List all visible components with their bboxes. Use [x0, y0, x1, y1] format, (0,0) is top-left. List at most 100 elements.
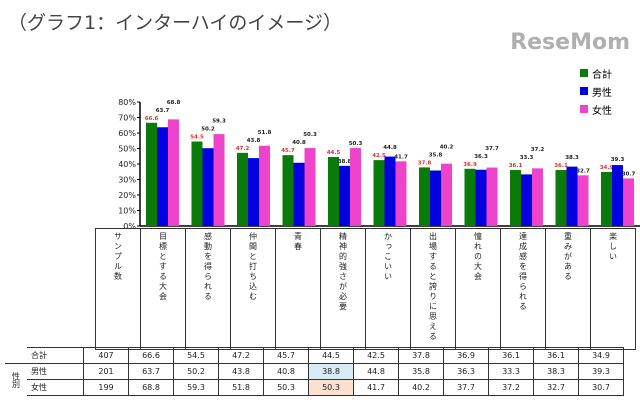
- category-header-table: サンプル数 目標とする大会 感動を得られる 仲間と打ち込む 青春 精神的強さが必要 かっこい…: [95, 228, 636, 350]
- data-label: 43.8: [247, 138, 261, 144]
- bar-total: [373, 160, 385, 226]
- bar-female: [623, 178, 634, 226]
- data-label: 37.2: [531, 147, 545, 153]
- data-label: 36.1: [509, 163, 523, 169]
- data-label: 66.6: [145, 116, 159, 122]
- row-label: 女性: [27, 379, 84, 396]
- table-cell: 38.8: [308, 363, 354, 380]
- legend-label: 女性: [592, 105, 612, 117]
- y-tick-label: 50%: [118, 145, 136, 154]
- table-cell: 37.8: [398, 347, 444, 364]
- watermark-logo: ReseMom: [510, 30, 630, 55]
- legend-swatch: [580, 87, 588, 95]
- bar-male: [475, 169, 487, 226]
- table-cell: 30.7: [578, 379, 624, 396]
- bar-total: [282, 155, 294, 226]
- table-cell: 37.7: [443, 379, 489, 396]
- table-cell: 32.7: [533, 379, 579, 396]
- table-cell: 54.5: [173, 347, 219, 364]
- group-spacer: [5, 348, 27, 364]
- column-header: 達成感を得られる: [500, 228, 546, 350]
- column-header-label: 精神的強さが必要: [338, 232, 348, 312]
- table-cell: 51.8: [218, 379, 264, 396]
- data-label: 34.9: [600, 165, 614, 171]
- column-header: 重みがある: [545, 228, 591, 350]
- y-tick-label: 10%: [118, 207, 136, 216]
- table-cell: 40.8: [263, 363, 309, 380]
- legend-item-female: 女性: [580, 100, 612, 118]
- column-header: サンプル数: [95, 228, 141, 350]
- bar-total: [191, 141, 203, 226]
- table-cell: 50.3: [308, 379, 354, 396]
- column-header: 目標とする大会: [140, 228, 186, 350]
- column-header-label: 感動を得られる: [203, 232, 213, 302]
- table-cell: 407: [83, 347, 129, 364]
- column-header-label: 楽しい: [608, 232, 618, 262]
- legend: 合計 男性 女性: [580, 64, 612, 118]
- data-label: 51.8: [258, 130, 272, 136]
- data-label: 39.3: [611, 157, 625, 163]
- data-label: 33.3: [520, 155, 534, 161]
- y-tick-label: 80%: [118, 98, 136, 107]
- bar-male: [293, 162, 305, 226]
- data-label: 40.8: [292, 140, 306, 146]
- column-header-label: 達成感を得られる: [518, 232, 528, 312]
- table-cell: 199: [83, 379, 129, 396]
- column-header: 青春: [275, 228, 321, 350]
- table-cell: 44.8: [353, 363, 399, 380]
- bar-male: [202, 148, 214, 226]
- table-cell: 47.2: [218, 347, 264, 364]
- bar-total: [510, 170, 521, 226]
- data-label: 35.8: [429, 152, 443, 158]
- bar-female: [577, 175, 589, 226]
- column-header-label: 重みがある: [563, 232, 573, 282]
- y-tick-label: 70%: [118, 114, 136, 123]
- table-cell: 36.1: [488, 347, 534, 364]
- data-label: 37.7: [485, 146, 499, 152]
- table-cell: 37.2: [488, 379, 534, 396]
- bar-total: [237, 152, 248, 226]
- data-label: 50.3: [303, 132, 317, 138]
- table-cell: 68.8: [128, 379, 174, 396]
- bar-total: [328, 157, 339, 226]
- column-header: 憧れの大会: [455, 228, 501, 350]
- bar-female: [259, 145, 270, 226]
- data-label: 41.7: [394, 154, 408, 160]
- table-cell: 38.3: [533, 363, 579, 380]
- bar-female: [532, 168, 543, 226]
- y-tick-label: 30%: [118, 176, 136, 185]
- bar-male: [339, 165, 350, 226]
- table-cell: 50.3: [263, 379, 309, 396]
- data-label: 50.2: [201, 127, 215, 133]
- bar-male: [248, 158, 259, 226]
- column-header-label: かっこいい: [383, 232, 393, 282]
- table-row: 性別 男性 201 63.7 50.2 43.8 40.8 38.8 44.8 35.8 36.3 3…: [5, 363, 624, 396]
- table-cell: 36.3: [443, 363, 489, 380]
- bar-female: [486, 167, 498, 226]
- table-cell: 42.5: [353, 347, 399, 364]
- table-cell: 35.8: [398, 363, 444, 380]
- data-label: 45.7: [281, 148, 295, 154]
- data-label: 30.7: [622, 171, 636, 177]
- table-cell: 34.9: [578, 347, 624, 364]
- legend-item-total: 合計: [580, 64, 612, 82]
- table-cell: 36.9: [443, 347, 489, 364]
- legend-swatch: [580, 105, 588, 113]
- bar-male: [566, 166, 578, 226]
- table-cell: 33.3: [488, 363, 534, 380]
- bar-male: [430, 170, 441, 226]
- column-header: かっこいい: [365, 228, 411, 350]
- y-tick-label: 0%: [123, 222, 136, 231]
- bar-male: [521, 174, 532, 226]
- data-label: 44.5: [327, 150, 341, 156]
- data-label: 36.1: [554, 163, 568, 169]
- data-label: 44.8: [383, 145, 397, 151]
- data-label: 32.7: [576, 168, 590, 174]
- table-cell: 40.2: [398, 379, 444, 396]
- table-cell: 43.8: [218, 363, 264, 380]
- column-header-label: 青春: [293, 232, 303, 252]
- data-table: 合計 407 66.6 54.5 47.2 45.7 44.5 42.5 37.8 36.9 36.…: [5, 347, 624, 396]
- bar-chart: 0% 10% 20% 30% 40% 50% 60% 70% 80% 66.6 63.7 68.8 54…: [118, 98, 640, 231]
- bar-total: [601, 171, 612, 226]
- table-cell: 36.1: [533, 347, 579, 364]
